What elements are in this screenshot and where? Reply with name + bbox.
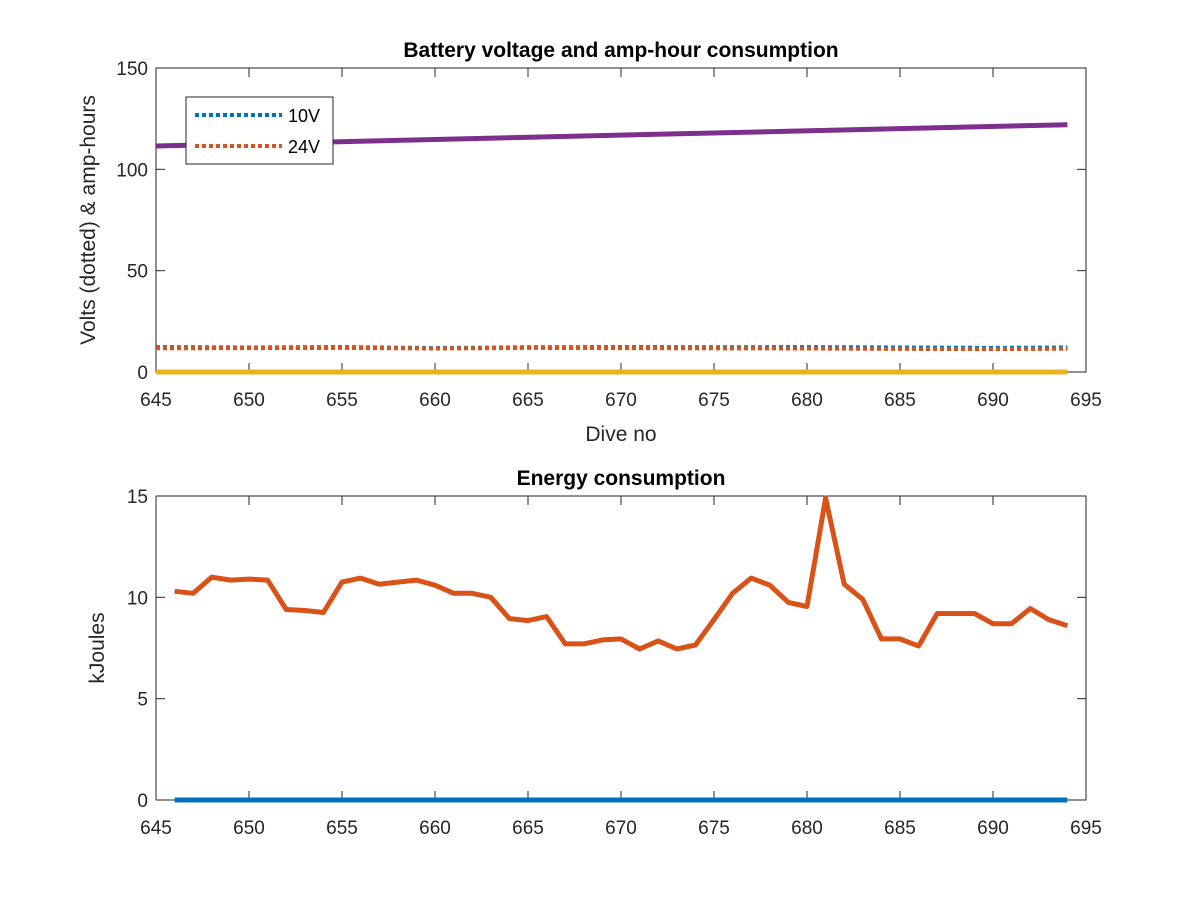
x-tick-label: 645 bbox=[140, 818, 172, 839]
y-tick-labels: 0 5 10 15 bbox=[127, 487, 148, 812]
y-tick-label: 15 bbox=[127, 487, 148, 508]
x-tick-label: 665 bbox=[512, 818, 544, 839]
x-tick-label: 695 bbox=[1070, 390, 1102, 411]
y-tick-labels: 0 50 100 150 bbox=[116, 59, 148, 384]
y-axis-label: Volts (dotted) & amp-hours bbox=[77, 95, 100, 345]
y-tick-label: 0 bbox=[137, 791, 148, 812]
series-group bbox=[174, 495, 1069, 803]
x-tick-label: 660 bbox=[419, 818, 451, 839]
legend: 10V 24V bbox=[185, 96, 334, 165]
legend-entry-24v: 24V bbox=[288, 137, 320, 157]
series-line-0 bbox=[174, 495, 1069, 652]
chart-title: Energy consumption bbox=[517, 467, 726, 490]
x-tick-label: 665 bbox=[512, 390, 544, 411]
x-tick-label: 685 bbox=[884, 390, 916, 411]
plot-area bbox=[155, 495, 1087, 801]
chart-title: Battery voltage and amp-hour consumption bbox=[403, 39, 838, 62]
y-tick-label: 150 bbox=[116, 59, 148, 80]
x-tick-label: 660 bbox=[419, 390, 451, 411]
y-tick-label: 5 bbox=[137, 690, 148, 711]
x-tick-label: 675 bbox=[698, 818, 730, 839]
x-tick-label: 690 bbox=[977, 390, 1009, 411]
voltage-amphour-chart: 645 650 655 660 665 670 675 680 685 690 695 0 50 100… bbox=[77, 39, 1102, 446]
y-tick-label: 50 bbox=[127, 262, 148, 283]
x-tick-label: 670 bbox=[605, 818, 637, 839]
x-tick-label: 670 bbox=[605, 390, 637, 411]
y-axis-label: kJoules bbox=[86, 612, 109, 683]
x-tick-labels: 645 650 655 660 665 670 675 680 685 690 695 bbox=[140, 818, 1102, 839]
legend-box bbox=[185, 96, 334, 165]
x-tick-label: 655 bbox=[326, 818, 358, 839]
x-tick-label: 650 bbox=[233, 818, 265, 839]
y-tick-label: 0 bbox=[137, 363, 148, 384]
x-tick-label: 650 bbox=[233, 390, 265, 411]
x-tick-label: 645 bbox=[140, 390, 172, 411]
legend-entry-10v: 10V bbox=[288, 106, 320, 126]
y-tick-label: 10 bbox=[127, 588, 148, 609]
x-axis-label: Dive no bbox=[585, 423, 656, 446]
x-tick-label: 675 bbox=[698, 390, 730, 411]
x-tick-labels: 645 650 655 660 665 670 675 680 685 690 695 bbox=[140, 390, 1102, 411]
x-tick-label: 690 bbox=[977, 818, 1009, 839]
y-tick-label: 100 bbox=[116, 160, 148, 181]
x-tick-label: 695 bbox=[1070, 818, 1102, 839]
series-line-24v bbox=[155, 345, 1068, 352]
x-tick-label: 680 bbox=[791, 390, 823, 411]
x-tick-label: 655 bbox=[326, 390, 358, 411]
x-tick-label: 685 bbox=[884, 818, 916, 839]
energy-consumption-chart: 645 650 655 660 665 670 675 680 685 690 695 0 5 10 15… bbox=[86, 467, 1102, 839]
x-tick-label: 680 bbox=[791, 818, 823, 839]
